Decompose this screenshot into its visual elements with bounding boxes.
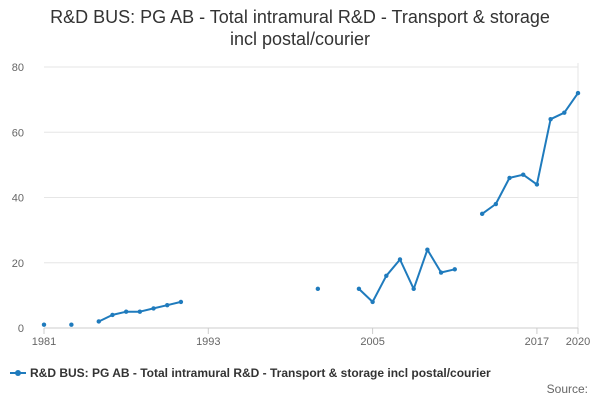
x-tick-label: 1981 <box>32 336 56 348</box>
data-point[interactable] <box>151 306 156 311</box>
data-point[interactable] <box>562 110 567 115</box>
x-tick-label: 1993 <box>196 336 220 348</box>
x-tick-label: 2017 <box>525 336 549 348</box>
data-point[interactable] <box>356 286 362 292</box>
data-point[interactable] <box>521 172 526 177</box>
data-point[interactable] <box>493 201 499 207</box>
source-label: Source: <box>546 382 588 396</box>
data-point[interactable] <box>165 302 170 308</box>
x-tick-label: 2020 <box>566 336 590 348</box>
data-point[interactable] <box>178 299 184 305</box>
series-line <box>481 92 579 215</box>
data-point[interactable] <box>507 175 512 181</box>
data-point[interactable] <box>575 90 581 96</box>
grid-lines <box>44 63 579 328</box>
legend[interactable]: R&D BUS: PG AB - Total intramural R&D - … <box>10 366 491 380</box>
data-point[interactable] <box>110 312 115 318</box>
series <box>41 90 581 327</box>
data-point[interactable] <box>548 117 553 122</box>
legend-label: R&D BUS: PG AB - Total intramural R&D - … <box>30 366 491 380</box>
legend-swatch-icon <box>10 368 26 378</box>
x-tick-label: 2005 <box>360 336 384 348</box>
data-point[interactable] <box>315 286 321 292</box>
data-point[interactable] <box>137 309 143 314</box>
series-line <box>357 248 456 303</box>
y-tick-label: 20 <box>12 258 24 270</box>
data-point[interactable] <box>384 273 389 278</box>
y-tick-label: 40 <box>12 193 24 205</box>
data-point[interactable] <box>96 319 101 324</box>
y-tick-label: 80 <box>12 62 24 74</box>
data-point[interactable] <box>370 299 375 305</box>
data-point[interactable] <box>534 182 540 187</box>
data-point[interactable] <box>41 322 47 327</box>
data-point[interactable] <box>425 247 430 252</box>
data-point[interactable] <box>452 267 457 272</box>
y-tick-label: 0 <box>18 323 24 335</box>
chart-title: R&D BUS: PG AB - Total intramural R&D - … <box>50 7 550 49</box>
axes <box>43 327 579 334</box>
data-point[interactable] <box>438 270 444 275</box>
y-tick-label: 60 <box>12 127 24 139</box>
data-point[interactable] <box>397 257 403 262</box>
data-point[interactable] <box>479 211 485 217</box>
data-point[interactable] <box>69 322 74 327</box>
tick-labels: 0 20 40 60 80 1981 1993 2005 2017 2020 <box>12 62 590 348</box>
data-point[interactable] <box>123 309 129 314</box>
data-point[interactable] <box>411 286 416 292</box>
